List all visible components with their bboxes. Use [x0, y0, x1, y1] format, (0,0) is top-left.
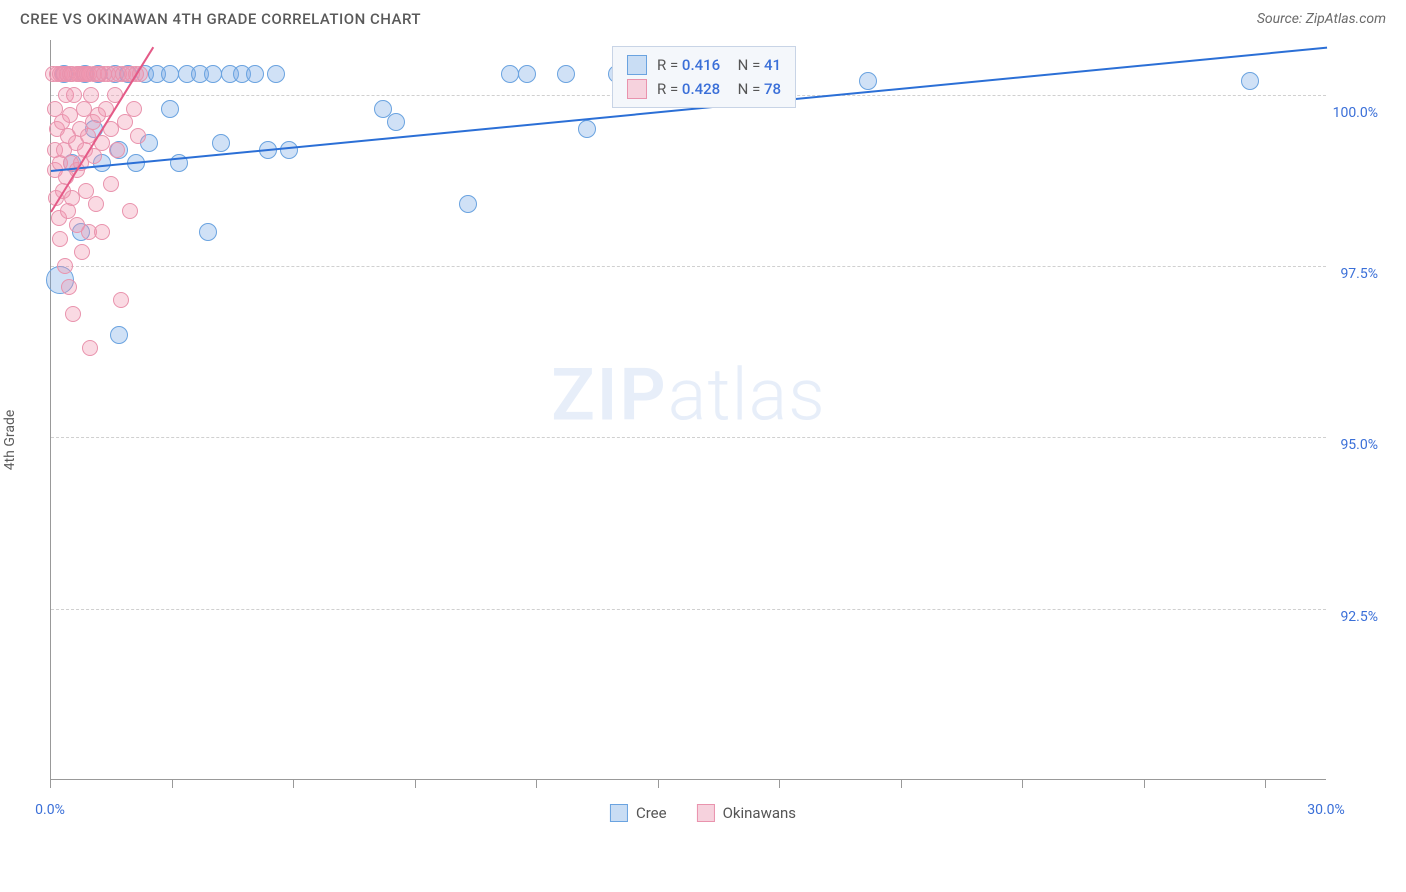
data-point	[109, 142, 125, 158]
data-point	[518, 65, 536, 83]
stats-r-value: 0.428	[682, 80, 720, 98]
data-point	[161, 100, 179, 118]
stats-legend-row: R = 0.428 N = 78	[627, 77, 781, 101]
chart-title: CREE VS OKINAWAN 4TH GRADE CORRELATION C…	[20, 10, 421, 28]
x-tick	[415, 780, 416, 788]
x-tick	[172, 780, 173, 788]
y-tick-label: 92.5%	[1340, 609, 1378, 625]
data-point	[578, 120, 596, 138]
x-tick	[1144, 780, 1145, 788]
stats-r-label: R = 0.416	[657, 53, 720, 77]
series-legend: Cree Okinawans	[610, 804, 796, 822]
data-point	[74, 244, 90, 260]
grid-line	[51, 266, 1326, 267]
x-tick-label: 30.0%	[1307, 802, 1345, 818]
y-tick-label: 100.0%	[1333, 105, 1378, 121]
plot-area: ZIPatlas R = 0.416 N = 41R = 0.428 N = 7…	[50, 40, 1326, 780]
data-point	[130, 128, 146, 144]
data-point	[52, 231, 68, 247]
x-tick	[50, 780, 51, 788]
watermark-atlas: atlas	[668, 352, 826, 437]
stats-r-label: R = 0.428	[657, 77, 720, 101]
chart-header: CREE VS OKINAWAN 4TH GRADE CORRELATION C…	[0, 0, 1406, 32]
legend-item: Cree	[610, 804, 667, 822]
x-tick-label: 0.0%	[35, 802, 65, 818]
legend-swatch	[610, 804, 628, 822]
data-point	[212, 134, 230, 152]
data-point	[501, 65, 519, 83]
data-point	[387, 113, 405, 131]
stats-n-value: 78	[764, 80, 781, 98]
data-point	[199, 223, 217, 241]
data-point	[459, 195, 477, 213]
stats-n-label: N = 78	[730, 77, 781, 101]
stats-legend: R = 0.416 N = 41R = 0.428 N = 78	[612, 46, 796, 108]
y-tick-label: 95.0%	[1340, 437, 1378, 453]
watermark-zip: ZIP	[551, 352, 667, 437]
data-point	[1241, 72, 1259, 90]
data-point	[61, 279, 77, 295]
data-point	[65, 306, 81, 322]
y-tick-label: 97.5%	[1340, 266, 1378, 282]
data-point	[859, 72, 877, 90]
grid-line	[51, 437, 1326, 438]
data-point	[557, 65, 575, 83]
data-point	[246, 65, 264, 83]
legend-swatch	[627, 79, 647, 99]
data-point	[83, 87, 99, 103]
legend-item: Okinawans	[697, 804, 796, 822]
stats-r-value: 0.416	[682, 56, 720, 74]
y-axis-label: 4th Grade	[2, 410, 18, 471]
data-point	[117, 114, 133, 130]
data-point	[57, 258, 73, 274]
legend-swatch	[627, 55, 647, 75]
data-point	[113, 292, 129, 308]
legend-label: Okinawans	[723, 804, 796, 822]
data-point	[267, 65, 285, 83]
legend-label: Cree	[636, 804, 667, 822]
chart-container: 4th Grade ZIPatlas R = 0.416 N = 41R = 0…	[20, 40, 1386, 840]
data-point	[82, 340, 98, 356]
stats-n-label: N = 41	[730, 53, 781, 77]
chart-source: Source: ZipAtlas.com	[1257, 11, 1386, 27]
x-tick	[293, 780, 294, 788]
x-tick	[1022, 780, 1023, 788]
data-point	[161, 65, 179, 83]
data-point	[103, 176, 119, 192]
data-point	[88, 196, 104, 212]
x-tick	[658, 780, 659, 788]
data-point	[204, 65, 222, 83]
data-point	[280, 141, 298, 159]
x-tick	[779, 780, 780, 788]
data-point	[94, 224, 110, 240]
x-tick	[536, 780, 537, 788]
legend-swatch	[697, 804, 715, 822]
x-tick	[901, 780, 902, 788]
x-tick	[1265, 780, 1266, 788]
data-point	[110, 326, 128, 344]
data-point	[122, 203, 138, 219]
watermark: ZIPatlas	[551, 352, 826, 437]
grid-line	[51, 609, 1326, 610]
stats-n-value: 41	[764, 56, 781, 74]
stats-legend-row: R = 0.416 N = 41	[627, 53, 781, 77]
data-point	[126, 101, 142, 117]
